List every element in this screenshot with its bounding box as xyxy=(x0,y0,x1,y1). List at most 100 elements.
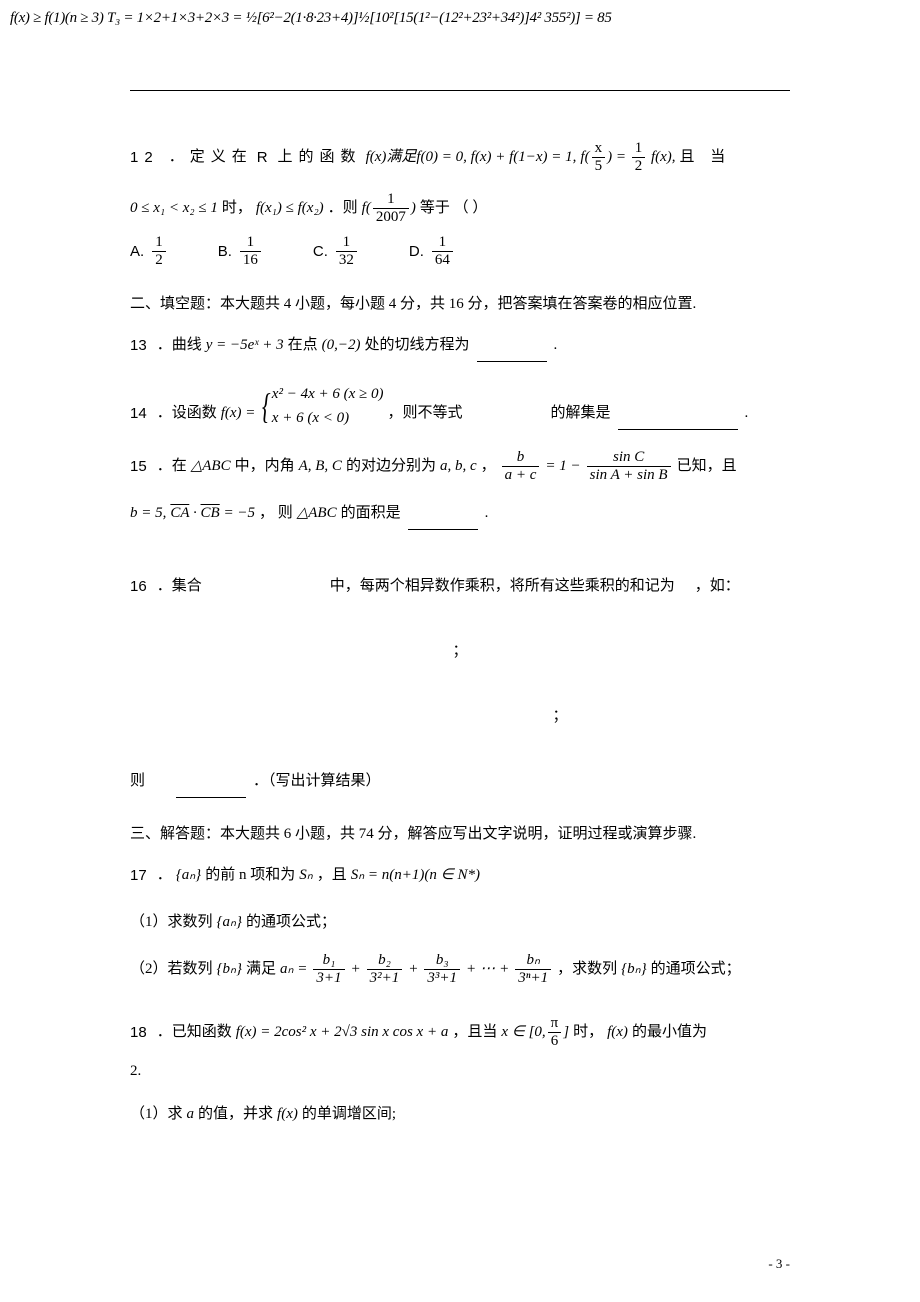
q17-c: ，且 xyxy=(317,859,347,892)
q16-semi2: ； xyxy=(130,700,790,733)
question-14: 14 ．设函数 f(x) = { x² − 4x + 6 (x ≥ 0) x +… xyxy=(130,382,790,430)
q17-dots: ⋯ xyxy=(480,953,495,986)
q12-R: R xyxy=(257,141,268,174)
opt-D-val: 164 xyxy=(432,235,453,268)
q13-blank xyxy=(477,347,547,362)
q16-blank xyxy=(176,783,246,798)
q18-p1b: a xyxy=(187,1098,195,1131)
q18-p1d: f(x) xyxy=(277,1098,298,1131)
q15-vec: CA · CB = −5 xyxy=(170,497,255,530)
q17-a: ． xyxy=(157,859,172,892)
q18-dom: x ∈ [0,π6] xyxy=(501,1016,569,1049)
q12-cond-a: 0 ≤ x₁ < x₂ ≤ 1 xyxy=(130,192,218,225)
q15-a: ．在 xyxy=(157,450,187,483)
q17-an: {aₙ} xyxy=(176,859,201,892)
q16-tail: ．（写出计算结果） xyxy=(253,765,381,798)
q18-p1a: （1）求 xyxy=(130,1098,183,1131)
page-content: 12 ．定义在 R 上的函数 f(x)满足f(0) = 0, f(x) + f(… xyxy=(0,0,920,1191)
q17-p1a: （1）求数列 xyxy=(130,906,213,939)
q18-p1c: 的值，并求 xyxy=(198,1098,273,1131)
q17-p1c: 的通项公式； xyxy=(246,906,336,939)
q15-ang: A, B, C xyxy=(299,450,342,483)
q16-then: 则 xyxy=(130,765,145,798)
question-18: 18 ．已知函数 f(x) = 2cos² x + 2√3 sin x cos … xyxy=(130,1016,790,1131)
q17-formula: Sₙ = n(n+1)(n ∈ N*) xyxy=(351,859,480,892)
q17-tn: bₙ3ⁿ+1 xyxy=(515,953,551,986)
q18-fx: f(x) xyxy=(607,1016,628,1049)
opt-C-label: C. xyxy=(313,235,328,268)
q15-tri: △ABC xyxy=(191,450,231,483)
q17-t1: b₁3+1 xyxy=(313,953,344,986)
q12-cond-b: 时， xyxy=(222,192,252,225)
q13-number: 13 xyxy=(130,329,147,362)
q18-number: 18 xyxy=(130,1016,147,1049)
opt-B-label: B. xyxy=(218,235,232,268)
q17-p2c: 满足 xyxy=(246,953,276,986)
q15-c: 的对边分别为 xyxy=(346,450,436,483)
q18-a: ．已知函数 xyxy=(157,1016,232,1049)
section-2-heading: 二、填空题：本大题共 4 小题，每小题 4 分，共 16 分，把答案填在答案卷的… xyxy=(130,292,790,313)
q14-piecewise: { x² − 4x + 6 (x ≥ 0) x + 6 (x < 0) xyxy=(259,382,383,430)
q14-blank xyxy=(618,415,738,430)
q14-number: 14 xyxy=(130,397,147,430)
q17-eq-left: aₙ = xyxy=(280,953,307,986)
q13-c: 处的切线方程为 xyxy=(365,329,470,362)
q12-prefix: ．定义在 xyxy=(169,141,253,174)
opt-C-val: 132 xyxy=(336,235,357,268)
q12-cond-d: ．则 xyxy=(328,192,358,225)
q15-tri2: △ABC xyxy=(297,497,337,530)
q15-blank xyxy=(408,515,478,530)
q13-b: 在点 xyxy=(288,329,318,362)
opt-A-val: 12 xyxy=(152,235,166,268)
opt-B-val: 116 xyxy=(240,235,261,268)
q15-number: 15 xyxy=(130,450,147,483)
q17-sn: Sₙ xyxy=(299,859,312,892)
q12-suffix: 上的函数 xyxy=(278,141,362,174)
q17-p2b: {bₙ} xyxy=(217,953,242,986)
opt-A-label: A. xyxy=(130,235,144,268)
q17-p2a: （2）若数列 xyxy=(130,953,213,986)
q14-b: ，则不等式 xyxy=(387,397,462,430)
q12-number: 12 xyxy=(130,141,159,174)
q15-d: 已知，且 xyxy=(677,450,737,483)
q17-p2f: 的通项公式； xyxy=(651,953,741,986)
q15-line2b: ， 则 xyxy=(259,497,293,530)
q16-a: ．集合 xyxy=(157,570,202,603)
opt-D-label: D. xyxy=(409,235,424,268)
q15-frac1: ba + c xyxy=(502,450,540,483)
q12-tail: 且 当 xyxy=(680,141,732,174)
q18-b: ，且当 xyxy=(452,1016,497,1049)
q14-fx: f(x) = xyxy=(221,397,256,430)
q16-b: 中，每两个相异数作乘积，将所有这些乘积的和记为 xyxy=(330,570,675,603)
q17-t2: b₂3²+1 xyxy=(367,953,403,986)
q13-point: (0,−2) xyxy=(322,329,361,362)
q12-cond-c: f(x₁) ≤ f(x₂) xyxy=(256,192,324,225)
q17-b: 的前 n 项和为 xyxy=(205,859,295,892)
q18-c: 时， xyxy=(573,1016,603,1049)
q13-a: ．曲线 xyxy=(157,329,202,362)
section-3-heading: 三、解答题：本大题共 6 小题，共 74 分，解答应写出文字说明，证明过程或演算… xyxy=(130,822,790,843)
top-overlay-formula: f(x) ≥ f(1)(n ≥ 3) T₃ = 1×2+1×3+2×3 = ½[… xyxy=(10,10,612,27)
q17-p2d: ，求数列 xyxy=(557,953,617,986)
q15-line2c: 的面积是 xyxy=(341,497,401,530)
divider xyxy=(130,90,790,91)
question-15: 15 ．在 △ABC 中，内角 A, B, C 的对边分别为 a, b, c ，… xyxy=(130,450,790,530)
q12-options: A.12 B. 116 C. 132 D. 164 xyxy=(130,235,790,268)
q15-frac2: sin Csin A + sin B xyxy=(587,450,671,483)
q12-scale: f(x5) = 12 f(x), xyxy=(580,141,675,174)
q16-semi1: ； xyxy=(130,635,790,668)
q15-eq: = 1 − xyxy=(545,450,580,483)
q18-val: 2. xyxy=(130,1055,141,1088)
q18-formula: f(x) = 2cos² x + 2√3 sin x cos x + a xyxy=(236,1016,449,1049)
q17-number: 17 xyxy=(130,859,147,892)
q17-t3: b₃3³+1 xyxy=(424,953,460,986)
question-17: 17 ． {aₙ} 的前 n 项和为 Sₙ ，且 Sₙ = n(n+1)(n ∈… xyxy=(130,859,790,986)
q13-formula: y = −5eˣ + 3 xyxy=(206,329,284,362)
q15-b5: b = 5, xyxy=(130,497,166,530)
q16-number: 16 xyxy=(130,570,147,603)
q12-eval: f(12007) xyxy=(362,192,416,225)
q18-p1e: 的单调增区间; xyxy=(302,1098,396,1131)
q14-a: ．设函数 xyxy=(157,397,217,430)
question-12: 12 ．定义在 R 上的函数 f(x)满足f(0) = 0, f(x) + f(… xyxy=(130,141,790,268)
q12-func: f(x)满足f(0) = 0, f(x) + f(1−x) = 1, xyxy=(366,141,577,174)
